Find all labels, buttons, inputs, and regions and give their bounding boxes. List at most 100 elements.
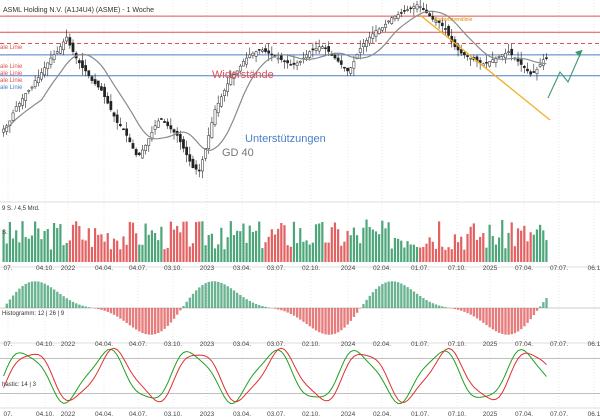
histogram-bar [62, 296, 65, 308]
histogram-bar [157, 308, 160, 334]
candle-body [270, 53, 274, 56]
candle-body [30, 86, 34, 89]
candle-body [150, 132, 154, 140]
x-tick-label: 2022 [61, 411, 76, 418]
volume-bar [15, 230, 18, 262]
volume-bar [504, 248, 507, 262]
candle-body [160, 118, 163, 120]
volume-bar [520, 230, 523, 262]
histogram-bar [526, 308, 529, 323]
candle-body [11, 112, 15, 121]
candle-body [459, 49, 463, 54]
candle-body [137, 152, 141, 156]
volume-bar [2, 230, 5, 262]
x-tick-label: 07.07. [550, 411, 568, 418]
volume-bar [494, 244, 498, 262]
histogram-bar [229, 288, 233, 308]
histogram-bar [327, 308, 330, 335]
chart-title: ASML Holding N.V. (A1J4U4) (ASME) - 1 Wo… [3, 7, 154, 14]
histogram-bar [529, 308, 532, 320]
histogram-bar [545, 298, 548, 308]
candle-body [295, 62, 299, 66]
histogram-bar [311, 308, 315, 329]
candle-body [283, 60, 286, 63]
volume-bar [179, 232, 182, 262]
volume-bar [318, 223, 321, 262]
volume-bar [153, 232, 157, 262]
candle-body [289, 64, 293, 66]
volume-bar [488, 224, 491, 262]
x-tick-label: 2024 [341, 411, 356, 418]
histogram-bar [302, 308, 305, 322]
candle-body [488, 61, 491, 67]
candle-body [535, 69, 539, 75]
histogram-bar [239, 294, 242, 308]
histogram-bar [254, 303, 258, 308]
candle-body [81, 60, 84, 68]
volume-bar [239, 231, 242, 262]
grid-lines [0, 0, 600, 409]
x-tick-label: 07.07. [550, 341, 568, 348]
candle-body [122, 128, 125, 131]
candle-body [226, 83, 230, 92]
volume-bar [482, 233, 485, 262]
x-tick-label: 02.04. [373, 265, 391, 272]
candle-body [286, 60, 289, 64]
volume-bar [302, 241, 305, 262]
volume-bar [261, 248, 264, 262]
x-tick-label: 07.10. [448, 265, 466, 272]
candle-body [355, 54, 359, 60]
histogram-bar [179, 308, 182, 311]
volume-bar [460, 236, 463, 262]
volume-bar [81, 239, 84, 262]
volume-bar [472, 223, 475, 262]
candle-body [166, 121, 170, 127]
histogram-bar [138, 308, 141, 332]
x-tick-label: 04.10. [36, 341, 54, 348]
histogram-bar [210, 281, 214, 308]
histogram-bar [393, 281, 397, 308]
volume-bar [378, 234, 381, 262]
histogram-bar [166, 308, 169, 326]
candle-body [412, 6, 416, 9]
candle-body [327, 46, 331, 52]
volume-bar [289, 246, 292, 262]
volume-bar [232, 235, 236, 262]
candle-body [96, 80, 100, 88]
histogram-bar [412, 291, 416, 308]
volume-bar [24, 237, 27, 262]
candle-body [248, 54, 252, 58]
candle-body [317, 46, 321, 52]
candle-body [314, 48, 318, 51]
histogram-bar [141, 308, 144, 333]
candle-body [305, 54, 308, 59]
volume-bar [292, 221, 296, 262]
x-tick-label: 2024 [341, 341, 356, 348]
histogram-bar [30, 281, 34, 308]
x-tick-label: 06.1 [588, 341, 600, 348]
candle-body [14, 106, 18, 112]
volume-bar [295, 243, 299, 262]
candle-body [131, 143, 135, 149]
candle-body [71, 42, 75, 52]
candle-body [36, 77, 40, 84]
candle-body [409, 7, 413, 10]
candle-body [194, 164, 198, 170]
histogram-bar [198, 287, 201, 308]
x-tick-label: 2025 [483, 411, 498, 418]
candle-body [18, 102, 21, 107]
candle-body [43, 67, 46, 76]
candle-body [343, 66, 346, 69]
candle-body [333, 54, 337, 59]
histogram-bar [59, 293, 62, 308]
volume-bar [314, 224, 318, 262]
candle-body [232, 73, 236, 79]
volume-bar [125, 244, 128, 262]
x-tick-label: 06.1 [588, 411, 600, 418]
candle-body [257, 49, 261, 51]
histogram-bar [472, 308, 476, 317]
candle-body [393, 15, 397, 20]
volume-bar [78, 225, 81, 262]
candle-body [349, 67, 353, 74]
